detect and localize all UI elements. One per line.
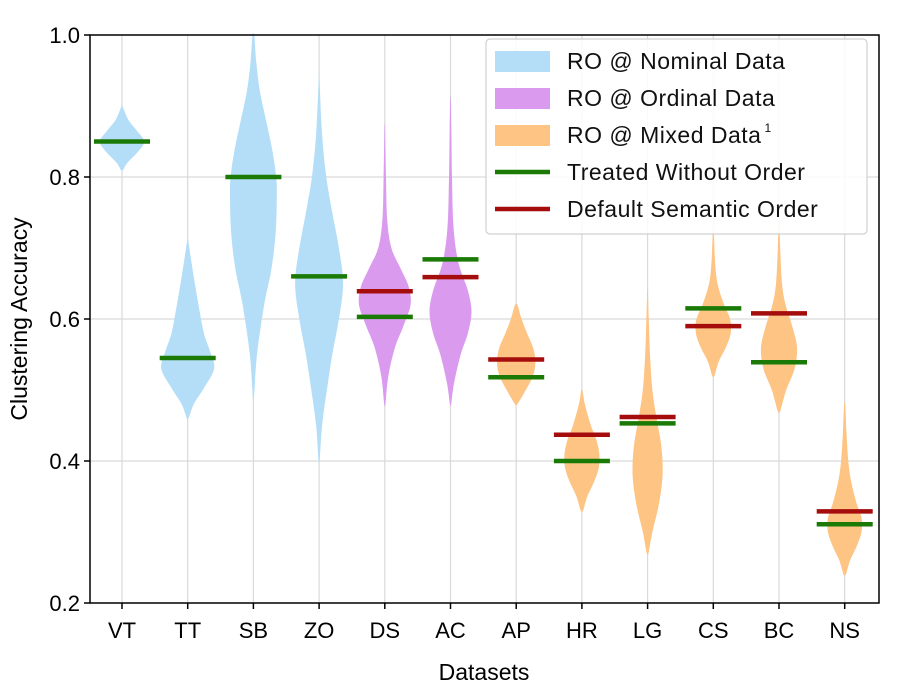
x-tick-label: HR — [566, 618, 598, 643]
legend-swatch — [495, 88, 550, 109]
y-tick-label: 0.4 — [49, 449, 80, 474]
violin-zo — [295, 73, 344, 464]
y-tick-label: 0.2 — [49, 591, 80, 616]
x-tick-label: BC — [764, 618, 795, 643]
legend-swatch — [495, 125, 550, 146]
legend-label: RO @ Mixed Data 1 — [567, 121, 772, 148]
x-tick-label: VT — [108, 618, 136, 643]
legend-label: RO @ Nominal Data — [567, 48, 785, 74]
violin-ns — [827, 402, 863, 576]
marker-layer — [94, 139, 873, 527]
x-axis-title: Datasets — [439, 659, 530, 685]
legend-box — [485, 38, 868, 235]
violin-cs — [695, 231, 732, 377]
y-tick-label: 0.6 — [49, 307, 80, 332]
legend: RO @ Nominal Data RO @ Ordinal Data RO @ M… — [485, 38, 868, 235]
y-axis-title: Clustering Accuracy — [6, 217, 32, 421]
x-tick-label: AC — [435, 618, 466, 643]
legend-swatch — [495, 51, 550, 72]
x-tick-label: NS — [829, 618, 860, 643]
violin-sb — [229, 32, 277, 401]
violin-ds — [358, 123, 411, 407]
violin-hr — [564, 388, 600, 512]
violin-ac — [429, 96, 472, 406]
legend-label: Default Semantic Order — [567, 196, 818, 222]
legend-label: Treated Without Order — [567, 159, 805, 185]
violin-vt — [99, 105, 145, 171]
x-tick-label: ZO — [304, 618, 335, 643]
x-tick-label: LG — [633, 618, 662, 643]
tick-layer: 0.2 0.4 0.6 0.8 1.0 VT TT SB ZO DS AC AP HR LG CS BC NS — [49, 23, 860, 643]
x-tick-label: AP — [502, 618, 531, 643]
violin-ap — [497, 303, 536, 406]
x-tick-label: TT — [174, 618, 201, 643]
y-tick-label: 1.0 — [49, 23, 80, 48]
x-tick-label: DS — [370, 618, 401, 643]
y-tick-label: 0.8 — [49, 165, 80, 190]
x-tick-label: SB — [239, 618, 268, 643]
violin-tt — [161, 239, 215, 420]
legend-label: RO @ Ordinal Data — [567, 85, 775, 111]
x-tick-label: CS — [698, 618, 729, 643]
